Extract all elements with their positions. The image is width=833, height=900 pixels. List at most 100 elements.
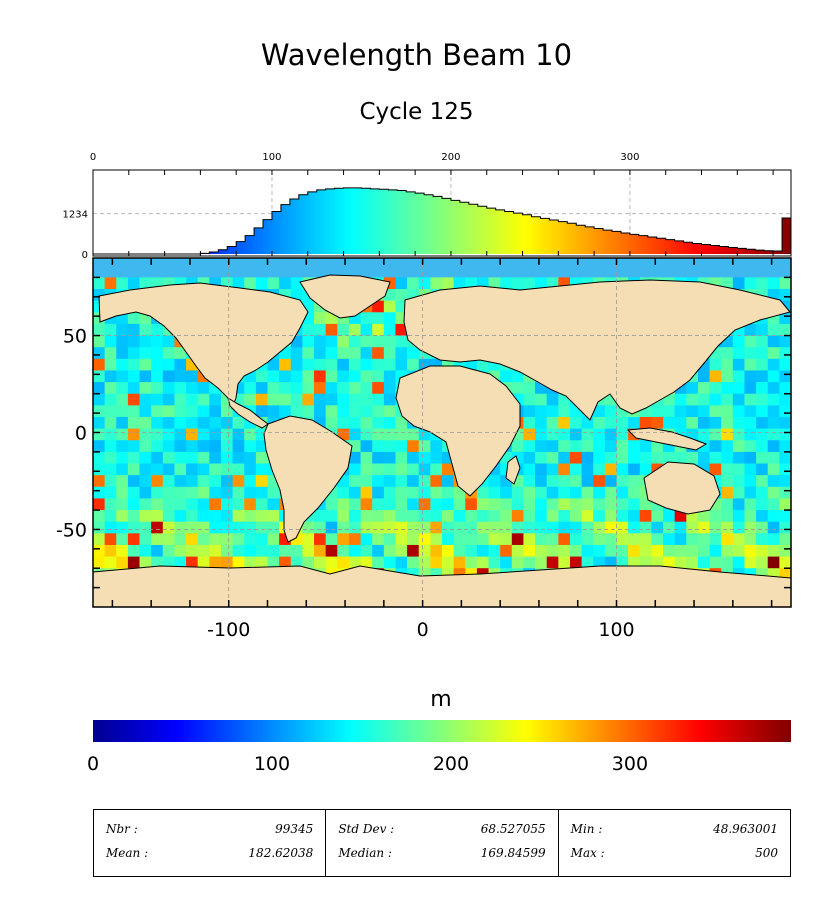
data-cell: [663, 451, 676, 465]
colorbar-unit: m: [430, 687, 451, 712]
data-cell: [744, 335, 757, 348]
data-cell: [546, 533, 559, 546]
data-cell: [697, 521, 711, 534]
data-cell: [628, 533, 641, 546]
data-cell: [453, 556, 466, 569]
data-cell: [337, 347, 350, 360]
data-cell: [337, 335, 350, 348]
data-cell: [581, 451, 594, 465]
data-cell: [767, 451, 780, 465]
data-cell: [558, 498, 571, 511]
data-cell: [651, 451, 664, 465]
data-cell: [558, 428, 571, 441]
data-cell: [220, 405, 234, 418]
data-cell: [209, 393, 222, 406]
data-cell: [209, 486, 222, 500]
data-cell: [535, 498, 548, 511]
data-cell: [523, 451, 536, 465]
data-cell: [127, 335, 141, 348]
data-cell: [337, 382, 350, 395]
data-cell: [407, 347, 420, 360]
data-cell: [523, 440, 536, 453]
data-cell: [360, 335, 373, 348]
data-cell: [616, 416, 629, 430]
data-cell: [325, 370, 338, 383]
data-cell: [535, 486, 548, 500]
stat-value: 99345: [275, 822, 314, 836]
data-cell: [523, 544, 536, 558]
data-cell: [407, 521, 420, 534]
data-cell: [244, 475, 257, 488]
data-cell: [197, 556, 210, 569]
data-cell: [442, 277, 455, 290]
data-cell: [628, 416, 641, 430]
data-cell: [756, 382, 769, 395]
data-cell: [756, 358, 769, 372]
data-cell: [127, 428, 141, 441]
data-cell: [697, 510, 711, 523]
data-cell: [186, 475, 199, 488]
data-cell: [663, 544, 676, 558]
data-cell: [93, 277, 106, 290]
data-cell: [127, 416, 141, 430]
data-cell: [453, 533, 466, 546]
data-cell: [267, 556, 280, 569]
data-cell: [709, 451, 722, 465]
data-cell: [220, 544, 234, 558]
data-cell: [407, 463, 420, 476]
data-cell: [372, 463, 385, 476]
data-cell: [697, 556, 711, 569]
data-cell: [674, 544, 687, 558]
data-cell: [721, 486, 734, 500]
data-cell: [93, 405, 106, 418]
data-cell: [151, 510, 164, 523]
histogram-frame: [92, 169, 792, 257]
data-cell: [593, 510, 606, 523]
data-cell: [267, 510, 280, 523]
stats-cell: Nbr : 99345 Mean : 182.62038: [94, 810, 327, 876]
histogram-outline: [93, 187, 792, 255]
data-cell: [488, 510, 501, 523]
data-cell: [93, 544, 106, 558]
stats-cell: Std Dev : 68.527055 Median : 169.84599: [326, 810, 559, 876]
data-cell: [546, 393, 559, 406]
data-cell: [663, 533, 676, 546]
data-cell: [197, 428, 210, 441]
data-cell: [372, 440, 385, 453]
data-cell: [302, 521, 315, 534]
data-cell: [756, 521, 769, 534]
data-cell: [709, 556, 722, 569]
data-cell: [535, 393, 548, 406]
data-cell: [756, 335, 769, 348]
data-cell: [558, 556, 571, 569]
south-america: [263, 415, 353, 543]
data-cell: [569, 451, 583, 465]
histogram-x-tick-label: 100: [262, 152, 281, 163]
data-cell: [360, 451, 373, 465]
data-cell: [395, 475, 408, 488]
data-cell: [372, 370, 385, 383]
data-cell: [197, 544, 210, 558]
data-cell: [407, 510, 420, 523]
data-cell: [779, 289, 791, 302]
data-cell: [535, 428, 548, 441]
data-cell: [314, 312, 327, 325]
data-cell: [279, 393, 292, 406]
data-cell: [209, 498, 222, 511]
data-cell: [244, 510, 257, 523]
data-cell: [430, 277, 443, 290]
stat-label: Min :: [570, 822, 603, 836]
data-cell: [697, 416, 711, 430]
data-cell: [465, 521, 478, 534]
data-cell: [127, 498, 141, 511]
data-cell: [151, 498, 164, 511]
stat-label: Std Dev :: [338, 822, 395, 836]
data-cell: [302, 323, 315, 337]
data-cell: [372, 347, 385, 360]
map-x-tick-label: 100: [598, 619, 634, 641]
australia: [643, 461, 721, 515]
data-cell: [162, 370, 176, 383]
data-cell: [372, 382, 385, 395]
data-cell: [348, 382, 362, 395]
data-cell: [686, 416, 699, 430]
